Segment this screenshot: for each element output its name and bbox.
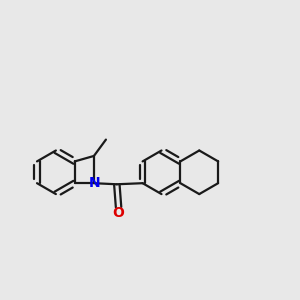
- Text: N: N: [89, 176, 101, 190]
- Text: O: O: [112, 206, 124, 220]
